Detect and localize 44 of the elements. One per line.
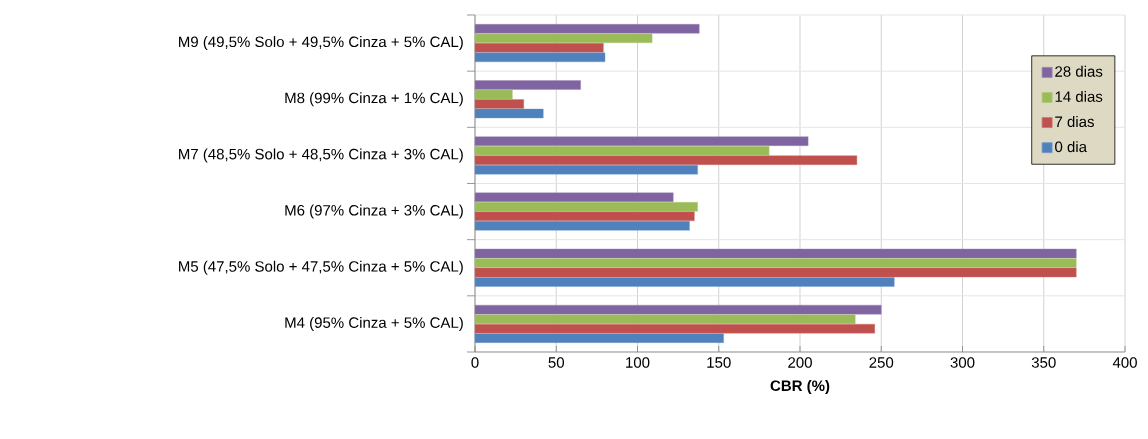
bar [474, 202, 698, 212]
bar [474, 52, 606, 63]
x-tick-label: 350 [1031, 357, 1056, 368]
bar [474, 221, 690, 231]
bar [474, 33, 653, 44]
bar [474, 333, 724, 343]
bar [474, 248, 1077, 259]
bar [474, 43, 604, 53]
x-tick-label: 300 [950, 357, 975, 368]
bar [474, 314, 856, 324]
legend-label: 14 dias [1055, 90, 1103, 102]
bar [474, 304, 882, 315]
bar [474, 155, 858, 165]
x-tick-label: 200 [788, 357, 812, 368]
legend-label: 0 dia [1055, 141, 1087, 153]
legend-label: 7 dias [1055, 116, 1094, 128]
bar [474, 192, 674, 203]
bar [474, 258, 1077, 268]
x-tick-label: 0 [471, 357, 479, 368]
bar [474, 164, 698, 175]
bar [474, 277, 895, 287]
x-tick-label: 100 [626, 357, 650, 368]
y-tick-label: M6 (97% Cinza + 3% CAL) [285, 204, 463, 219]
y-tick-label: M4 (95% Cinza + 5% CAL) [285, 316, 463, 331]
legend-label: 28 dias [1055, 65, 1103, 77]
bar [474, 323, 875, 334]
bar [474, 211, 695, 222]
y-tick-label: M8 (99% Cinza + 1% CAL) [285, 92, 463, 107]
x-tick-label: 250 [869, 357, 894, 368]
bar [474, 108, 544, 119]
x-tick-label: 50 [548, 357, 565, 368]
bar [474, 136, 809, 146]
x-tick-label: 400 [1112, 357, 1137, 368]
x-axis-title: CBR (%) [770, 380, 830, 394]
bar [474, 24, 700, 34]
bar [474, 80, 581, 90]
bar [474, 267, 1077, 278]
y-tick-label: M5 (47,5% Solo + 47,5% Cinza + 5% CAL) [179, 260, 463, 275]
x-tick-label: 150 [707, 357, 731, 368]
bar [474, 99, 524, 109]
y-tick-label: M7 (48,5% Solo + 48,5% Cinza + 3% CAL) [179, 148, 463, 163]
bar [474, 145, 770, 156]
y-tick-label: M9 (49,5% Solo + 49,5% Cinza + 5% CAL) [179, 36, 463, 51]
bar [474, 89, 513, 100]
